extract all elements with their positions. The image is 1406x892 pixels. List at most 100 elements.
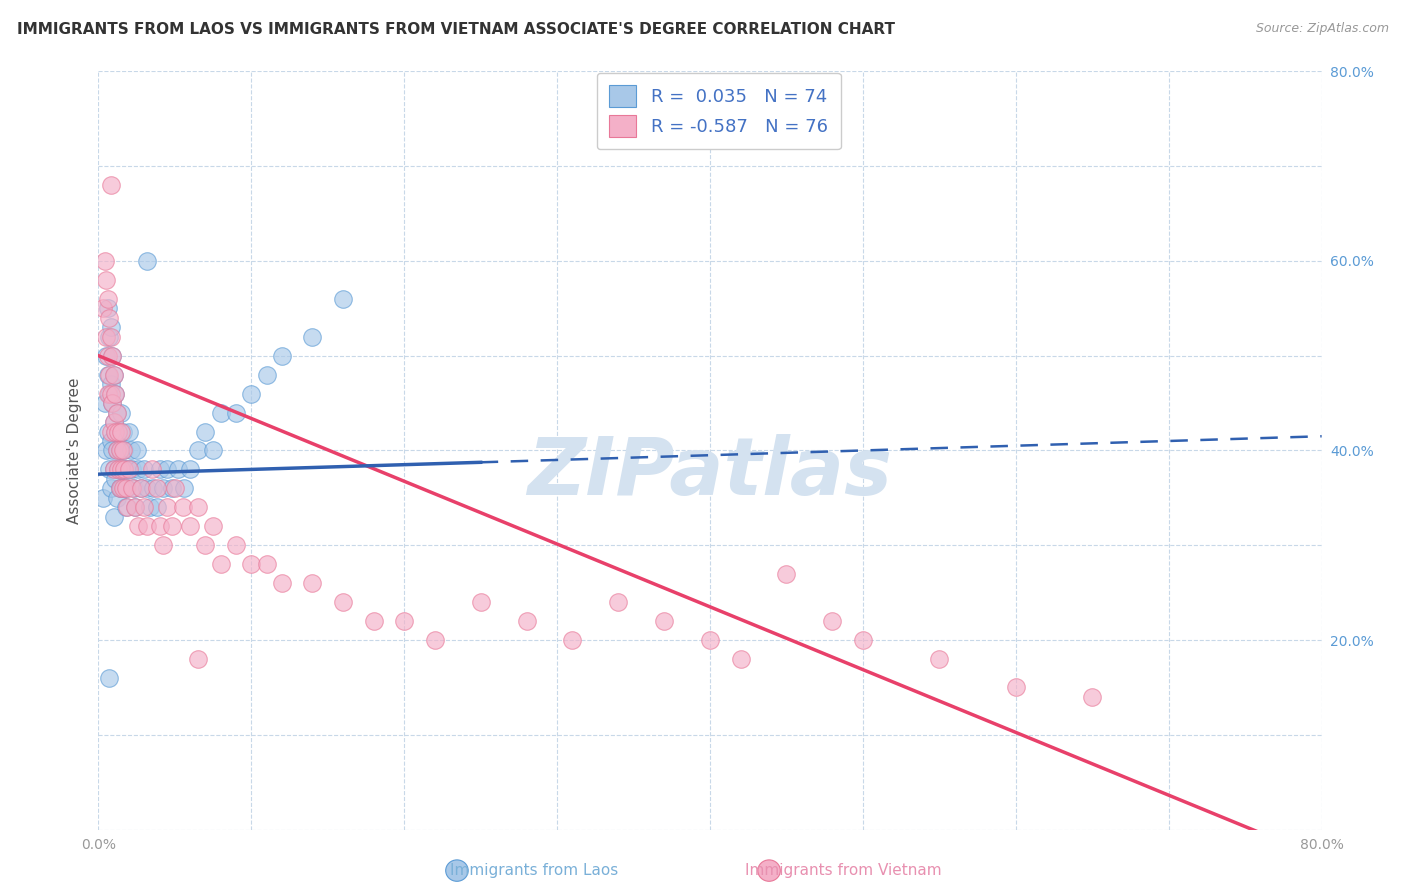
- Point: [100, 330, 122, 344]
- Point: [134, 462, 156, 476]
- Y-axis label: Associate's Degree: Associate's Degree: [66, 377, 82, 524]
- Point: [1004, 681, 1026, 695]
- Point: [104, 425, 127, 439]
- Point: [202, 443, 225, 458]
- Point: [118, 462, 141, 476]
- Point: [209, 557, 232, 572]
- Point: [332, 595, 354, 609]
- Point: [105, 443, 128, 458]
- Point: [928, 652, 950, 666]
- Point: [125, 443, 148, 458]
- Point: [103, 415, 125, 429]
- Point: [775, 566, 797, 581]
- Point: [852, 633, 875, 648]
- Point: [139, 500, 162, 515]
- Point: [136, 519, 159, 533]
- Point: [187, 652, 209, 666]
- Point: [112, 443, 135, 458]
- Point: [256, 368, 278, 382]
- Point: [561, 633, 583, 648]
- Point: [209, 406, 232, 420]
- Point: [103, 415, 125, 429]
- Text: Source: ZipAtlas.com: Source: ZipAtlas.com: [1256, 22, 1389, 36]
- Point: [699, 633, 721, 648]
- Point: [110, 482, 132, 496]
- Point: [104, 386, 127, 401]
- Text: Immigrants from Laos: Immigrants from Laos: [450, 863, 619, 878]
- Point: [256, 557, 278, 572]
- Point: [107, 462, 129, 476]
- Point: [270, 349, 292, 363]
- Point: [104, 425, 127, 439]
- Point: [179, 462, 201, 476]
- Point: [115, 500, 138, 515]
- Point: [607, 595, 630, 609]
- Point: [187, 443, 209, 458]
- Point: [172, 500, 194, 515]
- Point: [118, 425, 141, 439]
- Point: [97, 425, 120, 439]
- Point: [301, 576, 323, 591]
- Point: [94, 273, 117, 287]
- Point: [145, 482, 167, 496]
- Point: [91, 491, 114, 505]
- Point: [104, 386, 127, 401]
- Point: [122, 482, 145, 496]
- Point: [101, 349, 124, 363]
- Point: [156, 500, 179, 515]
- Point: [152, 482, 174, 496]
- Point: [101, 396, 124, 410]
- Point: [136, 254, 159, 268]
- Point: [98, 310, 121, 325]
- Point: [129, 482, 152, 496]
- Point: [225, 406, 247, 420]
- Point: [111, 462, 134, 476]
- Point: [332, 292, 354, 306]
- Point: [163, 482, 186, 496]
- Point: [97, 386, 120, 401]
- Point: [127, 462, 149, 476]
- Point: [121, 482, 143, 496]
- Point: [202, 519, 225, 533]
- Point: [101, 443, 124, 458]
- Point: [120, 443, 142, 458]
- Point: [118, 462, 141, 476]
- Point: [105, 443, 128, 458]
- Point: [112, 482, 135, 496]
- Point: [94, 330, 117, 344]
- Point: [423, 633, 446, 648]
- Point: [194, 425, 217, 439]
- Point: [98, 330, 121, 344]
- Point: [124, 500, 146, 515]
- Point: [108, 482, 131, 496]
- Point: [103, 368, 125, 382]
- Point: [167, 462, 190, 476]
- Point: [129, 482, 152, 496]
- Point: [240, 557, 263, 572]
- Point: [136, 482, 159, 496]
- Point: [97, 368, 120, 382]
- Point: [100, 377, 122, 392]
- Point: [179, 519, 201, 533]
- Point: [101, 396, 124, 410]
- Point: [105, 406, 128, 420]
- Point: [112, 462, 135, 476]
- Point: [730, 652, 752, 666]
- Point: [173, 482, 195, 496]
- Point: [97, 292, 120, 306]
- Point: [105, 491, 128, 505]
- Point: [100, 178, 122, 193]
- Point: [101, 349, 124, 363]
- Point: [270, 576, 292, 591]
- Point: [108, 443, 131, 458]
- Point: [100, 425, 122, 439]
- Point: [301, 330, 323, 344]
- Point: [100, 434, 122, 448]
- Point: [108, 443, 131, 458]
- Point: [100, 482, 122, 496]
- Point: [392, 614, 416, 628]
- Point: [187, 500, 209, 515]
- Point: [105, 406, 128, 420]
- Point: [107, 425, 129, 439]
- Point: [149, 519, 172, 533]
